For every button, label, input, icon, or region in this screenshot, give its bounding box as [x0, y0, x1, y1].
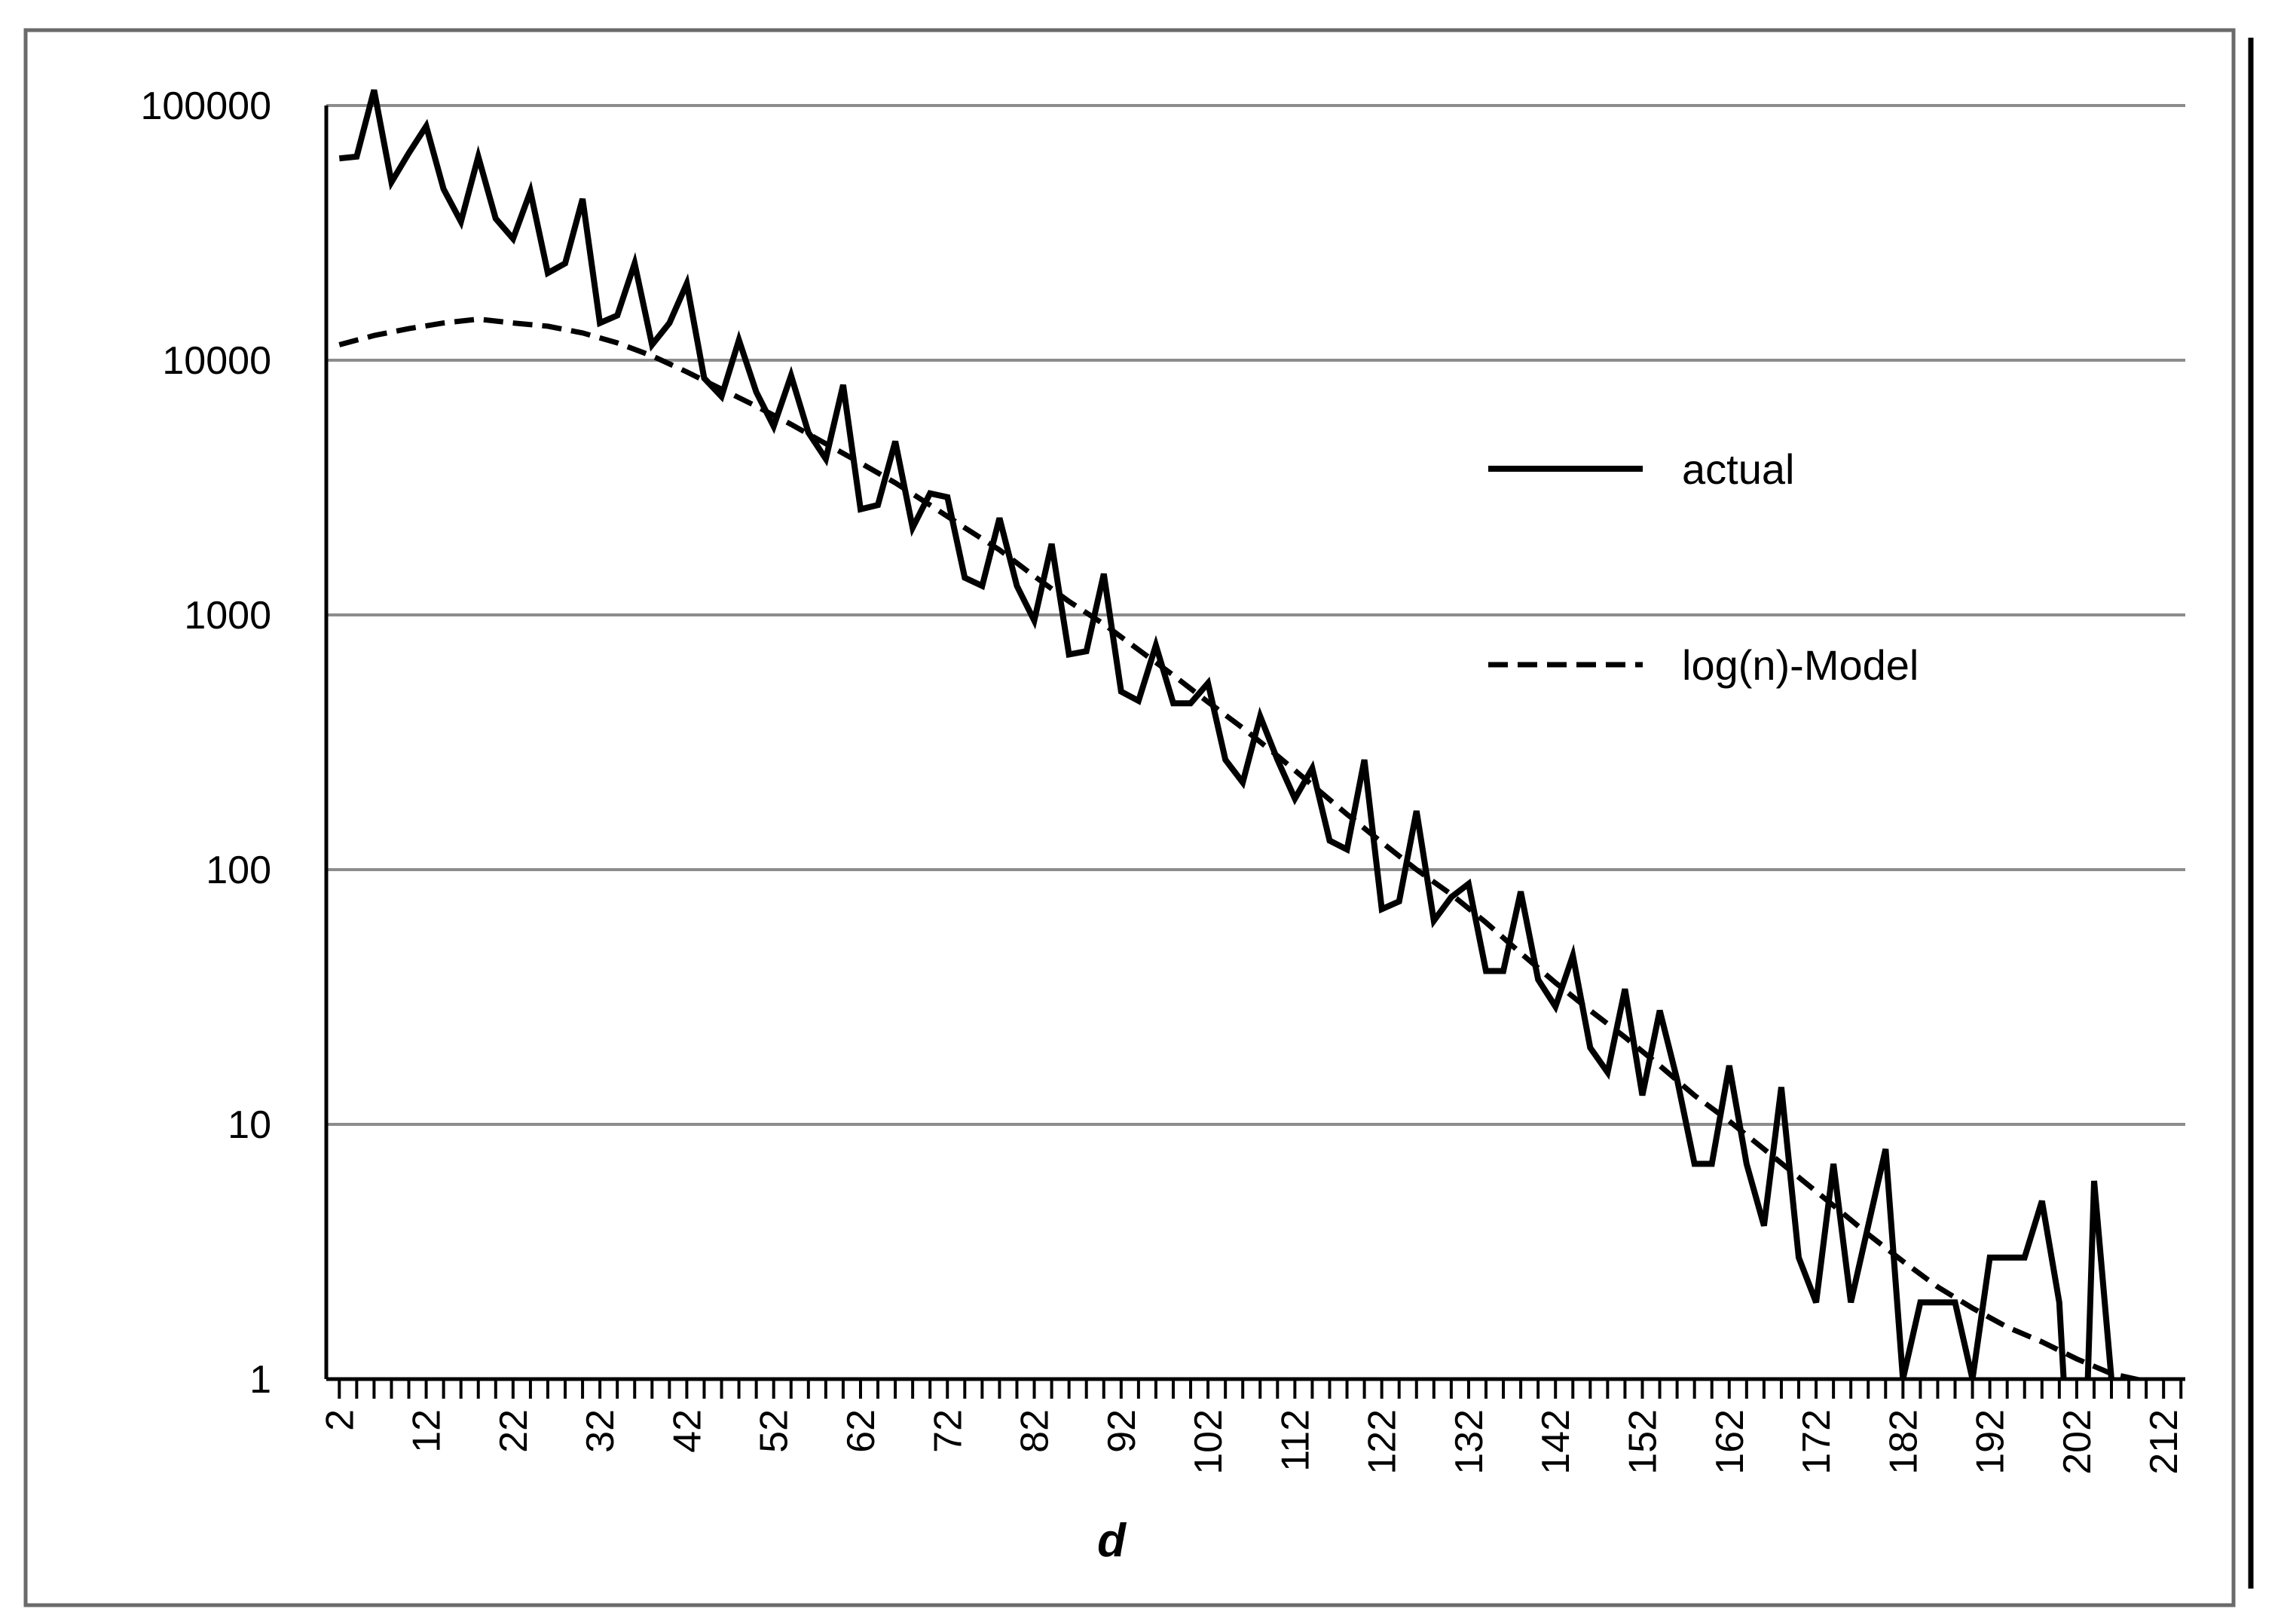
- x-tick-label-192: 192: [1969, 1409, 2013, 1475]
- x-tick-label-12: 12: [405, 1409, 449, 1453]
- legend-label-log-n-model: log(n)-Model: [1682, 641, 1919, 689]
- x-tick-label-152: 152: [1621, 1409, 1665, 1475]
- y-tick-label-1: 1: [249, 1358, 271, 1402]
- x-tick-label-42: 42: [665, 1409, 709, 1453]
- x-tick-label-172: 172: [1795, 1409, 1839, 1475]
- x-tick-label-112: 112: [1273, 1409, 1317, 1472]
- y-tick-label-100000: 100000: [140, 84, 271, 128]
- x-tick-label-142: 142: [1534, 1409, 1578, 1475]
- x-tick-label-72: 72: [926, 1409, 970, 1453]
- y-tick-label-10000: 10000: [162, 339, 271, 383]
- x-tick-label-92: 92: [1100, 1409, 1144, 1453]
- legend-label-actual: actual: [1682, 445, 1794, 493]
- y-tick-label-10: 10: [228, 1103, 271, 1147]
- x-tick-label-32: 32: [579, 1409, 622, 1453]
- y-tick-label-1000: 1000: [184, 594, 271, 638]
- x-tick-label-22: 22: [492, 1409, 536, 1453]
- x-tick-label-202: 202: [2056, 1409, 2099, 1475]
- x-tick-label-82: 82: [1014, 1409, 1057, 1453]
- x-tick-label-52: 52: [753, 1409, 796, 1453]
- x-tick-label-102: 102: [1187, 1409, 1231, 1475]
- chart-border: [23, 28, 2236, 1607]
- x-tick-label-162: 162: [1708, 1409, 1752, 1475]
- y-tick-label-100: 100: [206, 849, 271, 892]
- x-tick-label-212: 212: [2142, 1409, 2186, 1475]
- x-tick-label-182: 182: [1882, 1409, 1925, 1475]
- legend: actual log(n)-Model: [1488, 445, 1919, 689]
- x-tick-label-62: 62: [839, 1409, 883, 1453]
- x-tick-label-132: 132: [1448, 1409, 1491, 1475]
- series-line-actual: [338, 89, 2117, 1379]
- x-axis-label: d: [1097, 1515, 1127, 1567]
- x-tick-label-122: 122: [1361, 1409, 1405, 1475]
- series-line-log-n-model: [338, 316, 2150, 1379]
- x-tick-label-2: 2: [318, 1409, 362, 1431]
